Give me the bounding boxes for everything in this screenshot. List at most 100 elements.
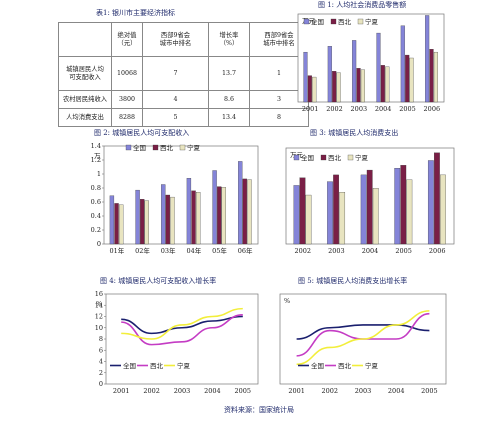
table-header-cell: 绝对值 （元） [111,22,143,57]
bar [394,168,401,245]
x-tick-label: 06年 [238,246,253,255]
bar [427,160,434,245]
plot-area [297,13,445,103]
bar [440,174,446,245]
legend-label: 全国 [311,361,324,370]
row-value: 3800 [111,90,143,109]
row-growth: 8.6 [208,90,250,109]
legend-swatch [347,154,354,161]
series-line [296,310,430,366]
bar [372,188,379,245]
bar [212,170,217,245]
legend-swatch [293,154,300,161]
legend-label: 全国 [123,361,136,370]
y-tick-label: 2 [99,369,103,377]
unit-label: % [96,300,102,308]
y-tick-label: 8 [99,335,103,343]
row-value: 10068 [111,56,143,91]
legend-label: 宁夏 [355,153,369,162]
source-note: 资料来源：国家统计局 [224,406,294,414]
y-tick-label: 1.4 [91,142,101,150]
bar [356,68,361,103]
x-tick-label: 2005 [395,247,412,255]
bar [327,46,332,103]
y-tick-label: 1 [97,170,101,178]
fig1-chart: 万元200120022003200420052006全国西北宁夏 [297,13,445,113]
bar [400,25,405,103]
fig4-chart: 0 2 4 6 8 10 12 14 16% 2001 2002 2003 2004 2005 全国 西北 宁夏 [95,290,259,395]
table-header-cell [58,22,112,57]
x-tick-label: 04年 [186,246,201,255]
bar [336,72,341,103]
bar [312,76,317,103]
bar [165,194,171,245]
bar [144,200,149,245]
bar [238,161,243,245]
legend-swatch [125,144,132,151]
bar [366,169,373,245]
table1-caption: 表1: 银川市主要经济指标 [96,9,176,17]
bar [242,178,248,245]
x-tick-label: 2003 [351,105,368,113]
x-tick-label: 2002 [322,387,339,395]
bar [434,152,440,245]
y-tick-label: 0.6 [91,198,101,206]
x-tick-label: 2003 [174,387,191,395]
bar [380,65,385,103]
bar [217,186,222,245]
x-tick-label: 2003 [355,387,372,395]
series-line [296,324,430,340]
bar [327,181,333,245]
x-tick-label: 2001 [288,387,305,395]
fig4-caption: 图 4: 城镇居民人均可支配收入增长率 [100,277,217,285]
bar [405,54,410,103]
bar [376,32,381,103]
row-growth: 13.7 [208,56,250,91]
y-tick-label: 14 [95,301,103,309]
x-tick-label: 2003 [328,247,345,255]
fig2-caption: 图 2: 城镇居民人均可支配收入 [94,129,190,137]
y-tick-label: 0.2 [91,226,101,234]
y-tick-label: 4 [99,358,103,366]
bar [307,75,312,103]
legend-label: 宁夏 [187,143,201,152]
row-rank-growth: 8 [249,108,309,127]
bar [339,192,346,245]
legend-swatch [320,154,327,161]
fig5-chart: % 2001 2002 2003 2004 2005 全国 西北 宁夏 [279,293,447,395]
x-tick-label: 2002 [326,105,343,113]
legend-swatch [303,18,310,25]
table-row: 农村居民纯收入 3800 4 8.6 3 [58,90,309,109]
fig5-caption: 图 5: 城镇居民人均消费支出增长率 [298,277,408,285]
x-tick-label: 2002 [295,247,312,255]
x-tick-label: 02年 [135,246,150,255]
series-line [121,315,243,335]
legend-label: 西北 [160,144,174,152]
legend-label: 西北 [328,154,342,162]
series-line [121,314,243,346]
bar [140,199,145,245]
x-tick-label: 2006 [424,105,441,113]
legend-swatch [179,144,186,151]
bar [385,66,390,103]
header-rank: 西部9省会 城市中排名 [159,31,192,47]
y-tick-label: 6 [99,346,103,354]
bar [118,204,124,245]
row-rank: 4 [142,90,209,109]
fig3-chart: 万元20022003200420052006全国西北宁夏 [285,147,455,255]
bar [425,15,430,103]
bar [360,174,367,245]
x-tick-label: 2006 [429,247,446,255]
legend-label: 西北 [338,18,352,26]
plot-area [105,293,259,385]
y-tick-label: 0 [99,380,103,388]
table-header-row: 绝对值 （元） 西部9省会 城市中排名 增长率 （%） 西部9省会 城市中排名 [58,22,309,57]
header-growth: 增长率 （%） [219,31,239,47]
y-tick-label: 16 [95,290,103,298]
x-tick-label: 05年 [212,246,227,255]
y-tick-label: 12 [95,313,103,321]
series-line [121,307,243,340]
x-tick-label: 2004 [388,387,405,395]
x-tick-label: 2005 [235,387,252,395]
legend-label: 宁夏 [177,361,191,370]
